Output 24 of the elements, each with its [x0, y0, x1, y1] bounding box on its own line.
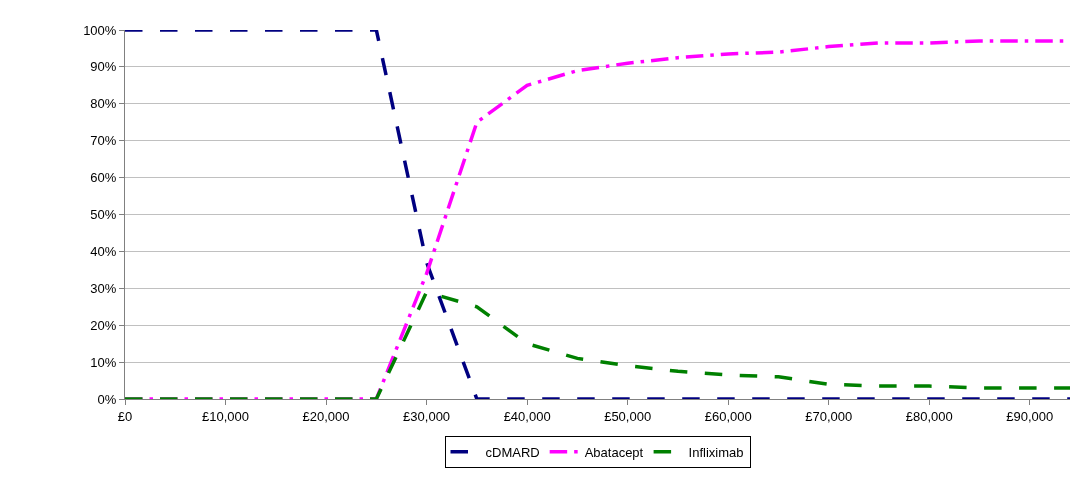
- x-tick-label: £30,000: [403, 408, 451, 424]
- x-tick-label: £80,000: [905, 408, 953, 424]
- x-tick-label: £50,000: [604, 408, 652, 424]
- y-tick-label: 100%: [83, 22, 117, 38]
- x-tick-label: £20,000: [302, 408, 350, 424]
- y-tick-label: 60%: [90, 170, 117, 186]
- legend-label: Infliximab: [688, 444, 744, 460]
- y-tick-label: 70%: [90, 133, 117, 149]
- y-tick-label: 10%: [90, 354, 117, 370]
- y-tick-label: 0%: [97, 391, 117, 407]
- y-tick-label: 40%: [90, 243, 117, 259]
- y-tick-label: 30%: [90, 280, 117, 296]
- x-tick-label: £90,000: [1006, 408, 1054, 424]
- legend-label: Abatacept: [584, 444, 644, 460]
- x-tick-label: £0: [117, 408, 133, 424]
- x-tick-label: £40,000: [503, 408, 551, 424]
- y-tick-label: 50%: [90, 207, 117, 223]
- x-tick-label: £70,000: [805, 408, 853, 424]
- x-tick-label: £10,000: [202, 408, 250, 424]
- y-tick-label: 80%: [90, 96, 117, 112]
- legend-label: cDMARD: [485, 444, 540, 460]
- x-tick-label: £60,000: [704, 408, 752, 424]
- y-tick-label: 90%: [90, 59, 117, 75]
- y-tick-label: 20%: [90, 317, 117, 333]
